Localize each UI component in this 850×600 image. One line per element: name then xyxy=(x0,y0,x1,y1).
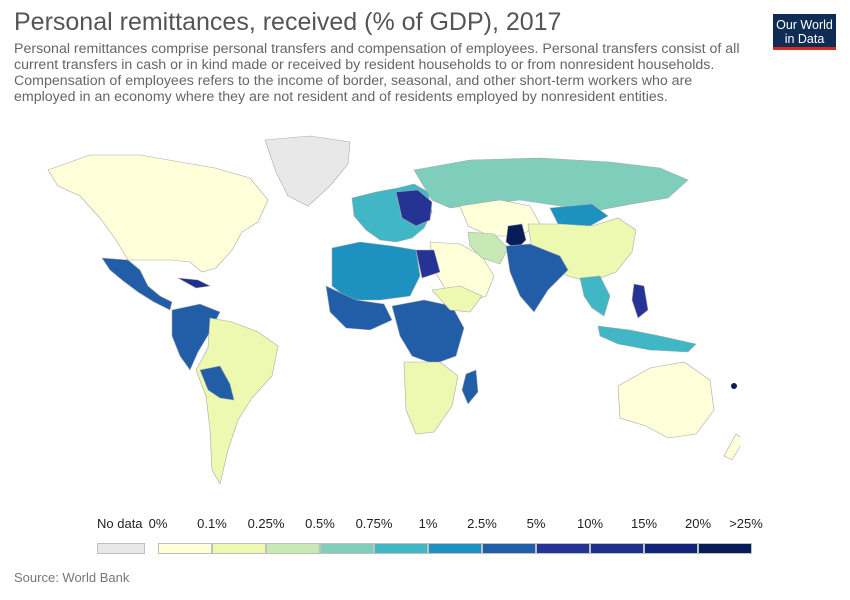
legend-swatch[interactable] xyxy=(320,543,374,554)
region-russia[interactable] xyxy=(413,157,689,211)
legend-swatch[interactable] xyxy=(266,543,320,554)
legend-swatch[interactable] xyxy=(428,543,482,554)
region-iran[interactable] xyxy=(467,231,509,265)
region-philippines[interactable] xyxy=(631,283,649,319)
region-central-america[interactable] xyxy=(101,257,173,311)
legend-swatch[interactable] xyxy=(374,543,428,554)
region-pacific-islands[interactable] xyxy=(731,383,737,389)
legend-swatch[interactable] xyxy=(158,543,212,554)
legend-label: 0.25% xyxy=(247,516,285,531)
legend-label: 2.5% xyxy=(467,516,497,531)
owid-logo[interactable]: Our World in Data xyxy=(773,14,836,50)
legend-label: 0.5% xyxy=(305,516,335,531)
region-egypt[interactable] xyxy=(415,249,441,279)
legend-label-no-data: No data xyxy=(97,516,143,531)
region-australia[interactable] xyxy=(617,361,715,439)
region-north-africa[interactable] xyxy=(331,241,421,301)
legend-label: 0.75% xyxy=(355,516,393,531)
region-north-america[interactable] xyxy=(47,154,269,273)
legend-label: 5% xyxy=(526,516,546,531)
legend-label: 20% xyxy=(684,516,712,531)
region-bolivia-paraguay[interactable] xyxy=(199,365,235,401)
region-madagascar[interactable] xyxy=(461,369,479,405)
chart-subtitle: Personal remittances comprise personal t… xyxy=(14,41,740,105)
legend-swatch[interactable] xyxy=(482,543,536,554)
region-southeast-asia[interactable] xyxy=(579,275,611,317)
region-south-america-north[interactable] xyxy=(171,303,221,371)
legend-swatch[interactable] xyxy=(590,543,644,554)
region-central-asia[interactable] xyxy=(459,199,541,237)
legend-swatch[interactable] xyxy=(212,543,266,554)
source-note: Source: World Bank xyxy=(14,570,130,585)
region-indonesia[interactable] xyxy=(597,325,697,353)
legend-label: 1% xyxy=(418,516,438,531)
region-mongolia[interactable] xyxy=(549,203,609,227)
legend-swatch[interactable] xyxy=(698,543,752,554)
legend-label: 10% xyxy=(576,516,604,531)
region-central-africa[interactable] xyxy=(391,299,465,365)
region-south-america[interactable] xyxy=(195,317,279,485)
legend-label: >25% xyxy=(729,516,763,531)
logo-line-1: Our World xyxy=(776,18,833,32)
world-map[interactable] xyxy=(20,100,740,495)
legend-swatch-no-data[interactable] xyxy=(97,543,145,554)
region-new-zealand[interactable] xyxy=(723,433,740,461)
legend-swatch[interactable] xyxy=(536,543,590,554)
legend-label: 0% xyxy=(148,516,168,531)
legend-label: 0.1% xyxy=(197,516,227,531)
chart-title: Personal remittances, received (% of GDP… xyxy=(14,8,562,36)
region-greenland[interactable] xyxy=(264,135,351,207)
region-southern-africa[interactable] xyxy=(403,361,459,435)
legend-swatch[interactable] xyxy=(644,543,698,554)
region-eastern-europe[interactable] xyxy=(395,189,433,227)
region-caribbean[interactable] xyxy=(177,277,211,289)
region-south-asia[interactable] xyxy=(505,243,569,313)
region-west-africa[interactable] xyxy=(325,285,393,331)
legend-label: 15% xyxy=(630,516,658,531)
logo-line-2: in Data xyxy=(784,32,825,46)
region-horn-of-africa[interactable] xyxy=(431,285,483,313)
